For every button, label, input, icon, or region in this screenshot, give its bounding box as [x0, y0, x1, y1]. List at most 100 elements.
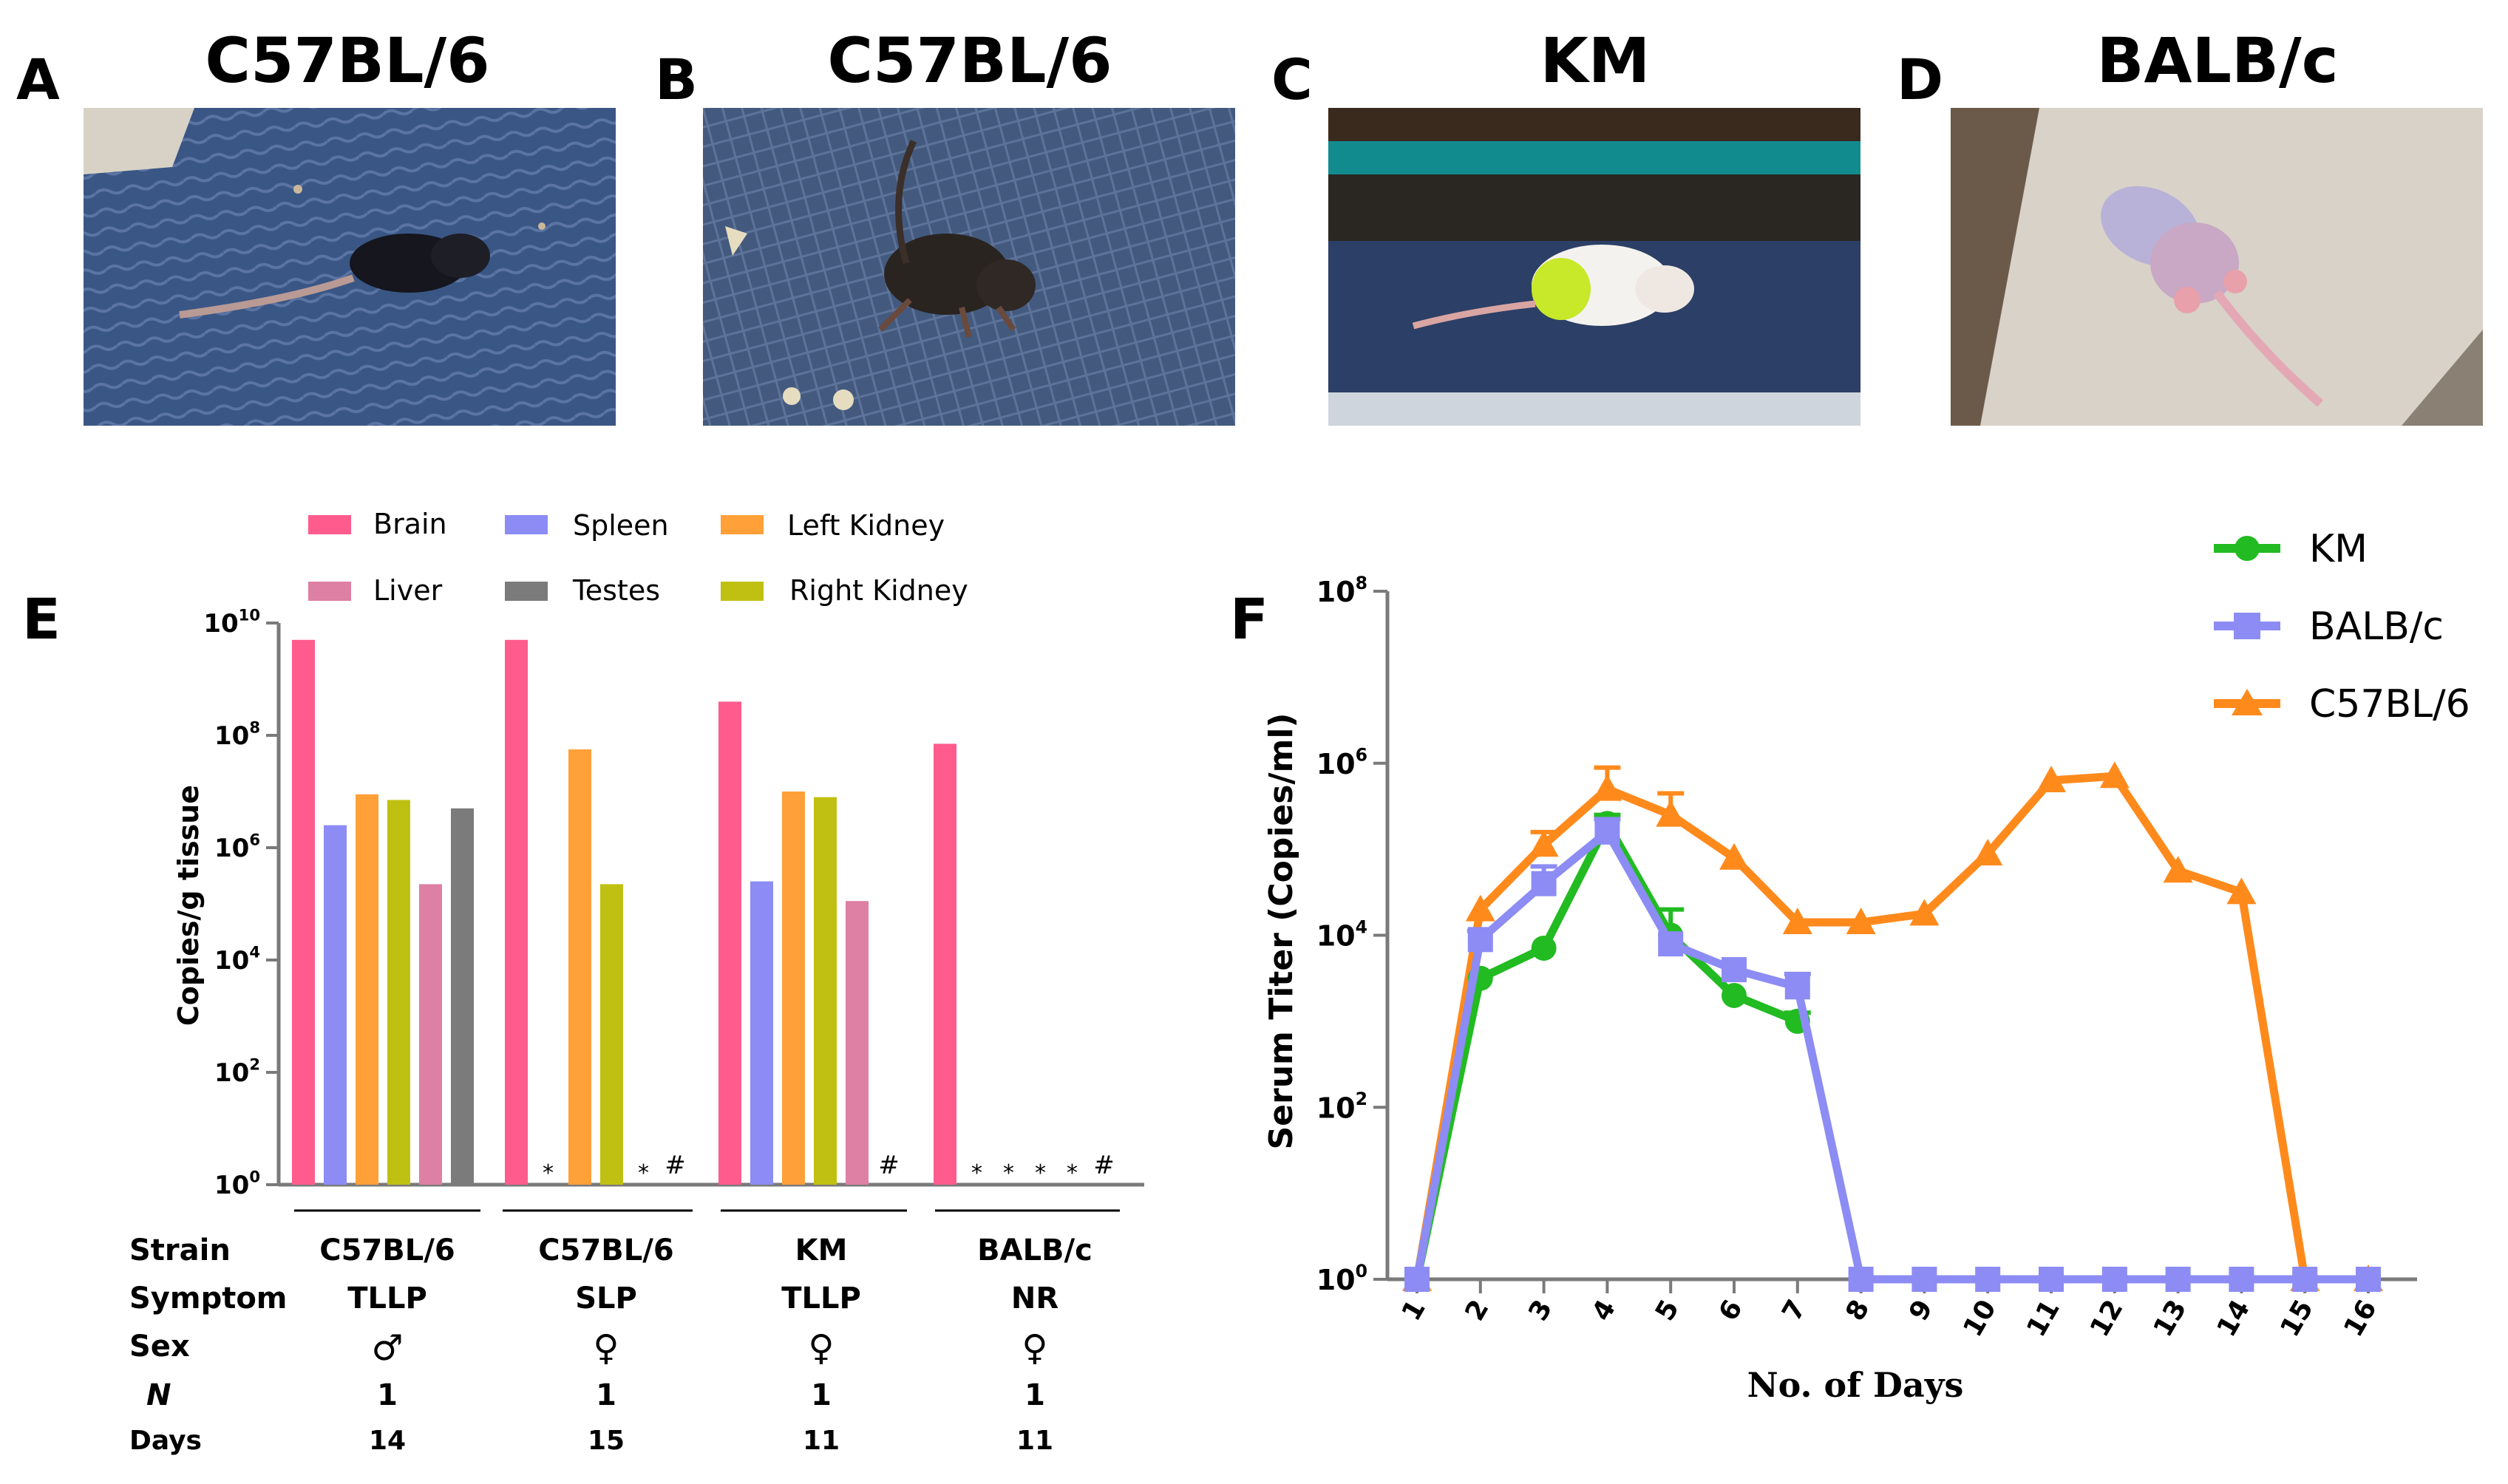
legend-swatch-spleen — [505, 515, 548, 534]
f-point-balbc-9 — [1911, 1267, 1937, 1292]
legend-label-km: KM — [2309, 527, 2368, 571]
col3-sex: ♀ — [808, 1327, 835, 1369]
e-bar-g1-liver — [419, 884, 442, 1185]
legend-swatch-right-kidney — [721, 582, 764, 601]
f-series-c57 — [1402, 761, 2383, 1291]
col1-n: 1 — [377, 1378, 398, 1412]
f-point-c57-8 — [1846, 908, 1876, 935]
f-point-balbc-14 — [2229, 1267, 2254, 1292]
f-point-km-6 — [1722, 982, 1747, 1008]
f-xtick-label-5: 5 — [1650, 1295, 1685, 1326]
e-mark-g4-slot4: * — [1067, 1160, 1078, 1186]
col2-strain: C57BL/6 — [538, 1233, 674, 1267]
e-bar-g2-brain — [505, 639, 528, 1185]
f-point-balbc-13 — [2165, 1267, 2191, 1292]
f-point-c57-10 — [1973, 838, 2003, 865]
f-point-balbc-2 — [1467, 927, 1493, 953]
e-mark-g4-slot1: * — [971, 1160, 982, 1186]
f-point-c57-14 — [2226, 877, 2257, 905]
e-bar-g2-right_kidney — [600, 884, 623, 1185]
f-ytick-label-8: 108 — [1316, 573, 1367, 608]
f-xtick-label-2: 2 — [1460, 1295, 1495, 1326]
f-series-km — [1404, 811, 1811, 1292]
legend-f: KM BALB/c C57BL/6 — [2214, 527, 2470, 726]
f-xtick-label-1: 1 — [1396, 1295, 1432, 1326]
f-xtick-label-11: 11 — [2021, 1295, 2066, 1342]
f-series-balbc — [1404, 817, 2381, 1292]
panel-e-chart: Brain Spleen Left Kidney Liver Testes Ri… — [172, 508, 1144, 1212]
f-xtick-label-15: 15 — [2274, 1295, 2320, 1342]
f-point-balbc-7 — [1784, 974, 1810, 1000]
e-mark-g4-slot5: # — [1093, 1151, 1115, 1180]
f-line-balbc — [1413, 828, 2368, 1284]
e-bar-g2-left_kidney — [568, 749, 591, 1185]
e-bar-g1-spleen — [324, 825, 347, 1185]
e-mark-g3-slot5: # — [878, 1151, 900, 1180]
f-xtick-label-10: 10 — [1957, 1295, 2002, 1342]
panel-a-letter: A — [16, 47, 60, 112]
f-ytick-label-0: 100 — [1316, 1261, 1367, 1296]
f-point-c57-11 — [2036, 766, 2066, 793]
row-label-symptom: Symptom — [129, 1282, 288, 1315]
panel-a-photo — [84, 108, 616, 426]
col3-days: 11 — [802, 1426, 840, 1456]
f-xtick-label-9: 9 — [1903, 1295, 1939, 1326]
e-ytick-label-2: 102 — [214, 1055, 260, 1088]
e-mark-g4-slot2: * — [1003, 1160, 1014, 1186]
f-point-c57-12 — [2099, 761, 2130, 789]
legend-label-right-kidney: Right Kidney — [789, 574, 968, 607]
e-bar-g1-brain — [292, 639, 315, 1185]
panel-b-title: C57BL/6 — [827, 24, 1112, 97]
col2-n: 1 — [596, 1378, 616, 1412]
col3-strain: KM — [795, 1233, 848, 1267]
col2-symptom: SLP — [575, 1282, 637, 1315]
f-xtick-label-14: 14 — [2212, 1295, 2257, 1342]
legend-label-brain: Brain — [373, 508, 447, 540]
row-label-n: N — [146, 1378, 171, 1412]
e-bar-g3-left_kidney — [782, 792, 805, 1185]
f-point-balbc-12 — [2101, 1267, 2127, 1292]
f-point-balbc-11 — [2039, 1267, 2064, 1292]
legend-swatch-testes — [505, 582, 548, 601]
row-label-days: Days — [129, 1426, 202, 1456]
f-x-axis-label: No. of Days — [1747, 1365, 1964, 1405]
legend-label-liver: Liver — [373, 574, 443, 607]
legend-marker-c57 — [2232, 689, 2263, 715]
f-point-balbc-1 — [1404, 1267, 1430, 1292]
f-point-c57-3 — [1529, 830, 1559, 857]
col1-sex: ♂ — [371, 1327, 404, 1369]
f-point-balbc-3 — [1531, 871, 1557, 896]
col2-days: 15 — [587, 1426, 625, 1456]
e-mark-g2-slot1: * — [543, 1160, 554, 1186]
e-ytick-label-0: 100 — [214, 1168, 260, 1200]
e-bar-g3-spleen — [750, 881, 773, 1185]
col4-strain: BALB/c — [977, 1233, 1092, 1267]
legend-label-spleen: Spleen — [573, 509, 669, 542]
legend-label-balbc: BALB/c — [2309, 605, 2444, 649]
panel-b-letter: B — [655, 47, 698, 112]
panel-a-title: C57BL/6 — [205, 24, 490, 97]
col1-days: 14 — [368, 1426, 407, 1456]
f-point-balbc-10 — [1975, 1267, 2001, 1292]
legend-marker-balbc — [2234, 613, 2260, 639]
f-point-balbc-6 — [1722, 957, 1747, 983]
col3-n: 1 — [811, 1378, 832, 1412]
panel-d-letter: D — [1897, 47, 1944, 112]
f-ytick-label-4: 104 — [1316, 916, 1367, 952]
e-y-axis-label: Copies/g tissue — [172, 785, 205, 1026]
f-point-c57-5 — [1656, 800, 1686, 827]
col3-symptom: TLLP — [781, 1282, 861, 1315]
legend-e: Brain Spleen Left Kidney Liver Testes Ri… — [308, 508, 968, 607]
f-ytick-label-2: 102 — [1316, 1089, 1367, 1124]
f-point-balbc-8 — [1848, 1267, 1874, 1292]
f-point-c57-2 — [1465, 894, 1495, 922]
legend-swatch-liver — [308, 582, 351, 601]
col4-symptom: NR — [1010, 1282, 1059, 1315]
f-point-balbc-16 — [2356, 1267, 2381, 1292]
f-point-c57-4 — [1592, 774, 1622, 801]
e-ytick-label-10: 1010 — [203, 606, 260, 639]
f-xtick-label-16: 16 — [2338, 1295, 2383, 1342]
col4-days: 11 — [1016, 1426, 1054, 1456]
f-xtick-label-12: 12 — [2084, 1295, 2130, 1342]
